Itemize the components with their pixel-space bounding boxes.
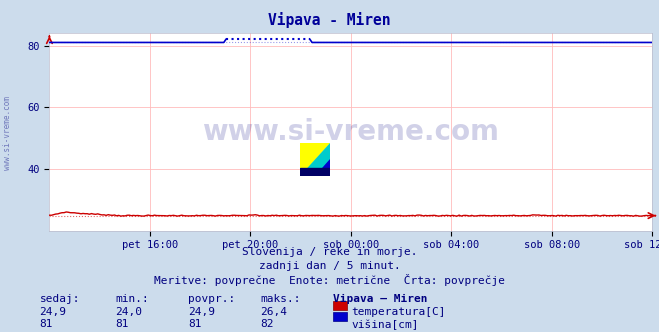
Text: sedaj:: sedaj: (40, 294, 80, 304)
Text: 24,9: 24,9 (188, 307, 215, 317)
Polygon shape (300, 143, 330, 176)
Text: zadnji dan / 5 minut.: zadnji dan / 5 minut. (258, 261, 401, 271)
Text: Vipava – Miren: Vipava – Miren (333, 294, 427, 304)
Text: www.si-vreme.com: www.si-vreme.com (202, 118, 500, 146)
Text: 26,4: 26,4 (260, 307, 287, 317)
Text: maks.:: maks.: (260, 294, 301, 304)
Text: Meritve: povprečne  Enote: metrične  Črta: povprečje: Meritve: povprečne Enote: metrične Črta:… (154, 274, 505, 286)
Text: temperatura[C]: temperatura[C] (351, 307, 445, 317)
Text: 81: 81 (188, 319, 201, 329)
Text: 81: 81 (115, 319, 129, 329)
Text: Vipava - Miren: Vipava - Miren (268, 12, 391, 28)
Text: višina[cm]: višina[cm] (351, 319, 418, 330)
Text: povpr.:: povpr.: (188, 294, 235, 304)
Text: 24,9: 24,9 (40, 307, 67, 317)
Text: 24,0: 24,0 (115, 307, 142, 317)
Text: min.:: min.: (115, 294, 149, 304)
Polygon shape (300, 143, 330, 176)
Polygon shape (315, 159, 330, 176)
Text: 81: 81 (40, 319, 53, 329)
Text: Slovenija / reke in morje.: Slovenija / reke in morje. (242, 247, 417, 257)
Text: 82: 82 (260, 319, 273, 329)
Text: www.si-vreme.com: www.si-vreme.com (3, 96, 13, 170)
Polygon shape (300, 168, 330, 176)
